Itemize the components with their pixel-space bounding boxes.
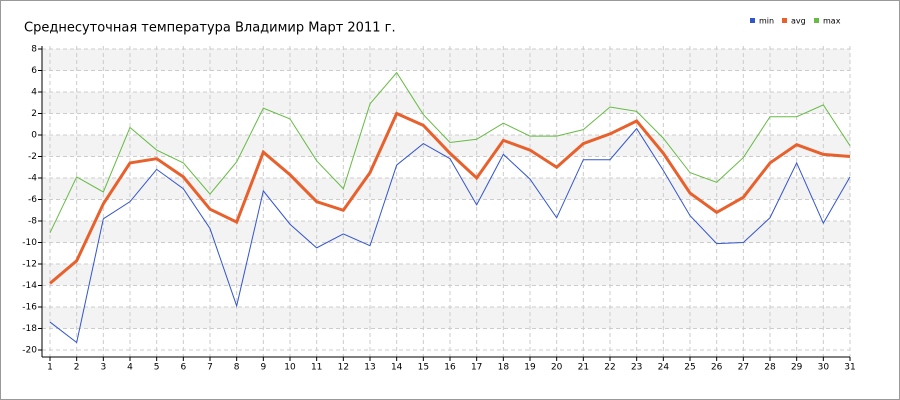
x-tick-label: 28	[764, 363, 776, 373]
x-tick-label: 13	[364, 363, 375, 373]
legend-label: avg	[791, 17, 806, 26]
x-tick-label: 14	[391, 363, 403, 373]
y-tick-label: 6	[31, 66, 37, 76]
y-tick-label: -6	[28, 195, 37, 205]
x-tick-label: 27	[738, 363, 749, 373]
legend-swatch	[814, 18, 819, 23]
x-tick-label: 24	[658, 363, 670, 373]
y-tick-label: -20	[22, 346, 37, 356]
band	[42, 264, 850, 286]
x-tick-label: 11	[311, 363, 322, 373]
y-tick-label: -14	[22, 281, 37, 291]
x-tick-label: 6	[180, 363, 186, 373]
series-line	[49, 127, 851, 344]
x-tick-label: 30	[818, 363, 830, 373]
band	[42, 92, 850, 114]
x-tick-label: 21	[578, 363, 589, 373]
y-tick-label: -12	[22, 260, 37, 270]
x-tick-label: 12	[338, 363, 349, 373]
x-tick-label: 16	[444, 363, 456, 373]
y-tick-label: 0	[31, 131, 37, 141]
x-tick-label: 26	[711, 363, 723, 373]
y-tick-label: -18	[22, 324, 37, 334]
y-tick-label: -10	[22, 238, 37, 248]
legend-label: min	[759, 17, 774, 26]
x-tick-label: 18	[498, 363, 510, 373]
series-line	[49, 71, 851, 234]
y-tick-label: -4	[28, 174, 37, 184]
chart-title: Среднесуточная температура Владимир Март…	[24, 21, 396, 36]
y-tick-label: 4	[31, 88, 37, 98]
x-tick-label: 9	[260, 363, 266, 373]
x-tick-label: 4	[127, 363, 133, 373]
x-tick-label: 5	[154, 363, 160, 373]
band	[42, 307, 850, 329]
y-tick-label: -2	[28, 152, 37, 162]
y-tick-label: -8	[28, 217, 37, 227]
x-tick-label: 19	[524, 363, 536, 373]
y-tick-label: -16	[22, 303, 37, 313]
x-tick-label: 25	[684, 363, 695, 373]
legend-swatch	[782, 18, 787, 23]
x-tick-label: 2	[74, 363, 80, 373]
x-tick-label: 15	[418, 363, 429, 373]
series-line	[49, 111, 851, 285]
x-tick-label: 23	[631, 363, 642, 373]
x-tick-label: 29	[791, 363, 803, 373]
x-tick-label: 3	[100, 363, 106, 373]
legend-label: max	[823, 17, 841, 26]
x-tick-label: 31	[844, 363, 855, 373]
x-tick-label: 17	[471, 363, 482, 373]
y-tick-label: 2	[31, 109, 37, 119]
band	[42, 49, 850, 71]
x-tick-label: 7	[207, 363, 213, 373]
x-tick-label: 20	[551, 363, 563, 373]
y-tick-label: 8	[31, 45, 37, 55]
band	[42, 221, 850, 243]
legend-swatch	[750, 18, 755, 23]
x-tick-label: 10	[284, 363, 296, 373]
x-tick-label: 8	[234, 363, 240, 373]
x-tick-label: 1	[47, 363, 53, 373]
band	[42, 135, 850, 157]
band	[42, 178, 850, 200]
x-tick-label: 22	[604, 363, 615, 373]
